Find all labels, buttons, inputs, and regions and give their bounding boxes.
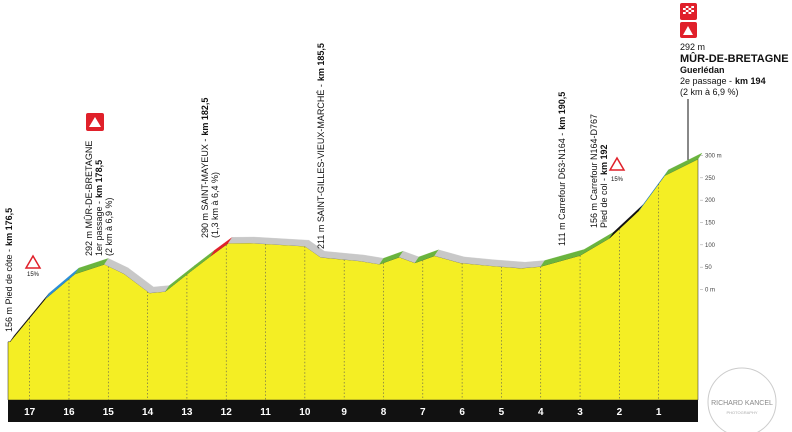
gradient-strip xyxy=(664,152,703,177)
watermark-sub: PHOTOGRAPHY xyxy=(726,410,757,415)
annotation-text: (2 km à 6,9 %) xyxy=(104,197,114,256)
x-tick-label: 15 xyxy=(103,407,115,418)
warning-sign xyxy=(24,254,42,269)
finish-name: MÛR-DE-BRETAGNE xyxy=(680,52,789,65)
x-tick-label: 13 xyxy=(181,407,193,418)
x-tick-label: 9 xyxy=(341,407,347,418)
x-tick-label: 11 xyxy=(260,407,271,418)
y-tick-label: 0 m xyxy=(705,288,715,294)
x-tick-label: 2 xyxy=(617,407,623,418)
annotation-text: 290 m SAINT-MAYEUX - xyxy=(200,139,210,238)
annotation-text: 156 m Carrefour N164-D767 xyxy=(589,114,599,228)
annotation-km: km 178,5 xyxy=(94,160,104,198)
annotation-km: km 176,5 xyxy=(4,208,14,246)
x-tick-label: 14 xyxy=(142,407,154,418)
x-tick-label: 1 xyxy=(656,407,662,418)
finish-flag xyxy=(683,6,694,14)
annotation-text: (1,3 km à 6,4 %) xyxy=(210,172,220,238)
annotation-text: 156 m Pied de côte - xyxy=(4,249,14,332)
annotation: 156 m Carrefour N164-D767 xyxy=(589,114,599,228)
x-tick-label: 3 xyxy=(577,407,583,418)
annotation-km: km 190,5 xyxy=(557,92,567,130)
y-tick-label: 250 xyxy=(705,176,716,182)
annotation: 211 m SAINT-GILLES-VIEUX-MARCHÉ - km 185,… xyxy=(316,43,326,249)
annotation-text: 111 m Carrefour D63-N164 - xyxy=(557,133,567,246)
watermark-name: RICHARD KANCEL xyxy=(711,400,773,407)
finish-checks xyxy=(683,6,694,14)
annotation-text: 211 m SAINT-GILLES-VIEUX-MARCHÉ - xyxy=(316,84,326,249)
climb-icon xyxy=(89,117,101,127)
x-tick-label: 10 xyxy=(299,407,311,418)
finish-passage: 2e passage - km 194 xyxy=(680,76,766,86)
x-tick-label: 4 xyxy=(538,407,544,418)
x-tick-label: 8 xyxy=(381,407,387,418)
annotation: (1,3 km à 6,4 %) xyxy=(210,172,220,238)
finish-town: Guerlédan xyxy=(680,65,725,75)
climb-icon xyxy=(683,26,693,35)
warning-sign xyxy=(608,156,626,171)
y-tick-label: 100 xyxy=(705,243,716,249)
annotation: Pied de col - km 192 xyxy=(599,144,609,228)
km-band xyxy=(8,400,698,422)
annotation: 292 m MÛR-DE-BRETAGNE xyxy=(84,141,94,256)
y-tick-label: 50 xyxy=(705,265,712,271)
y-tick-label: 200 xyxy=(705,198,716,204)
passage-text: 2e passage - xyxy=(680,76,732,86)
x-tick-label: 6 xyxy=(459,407,465,418)
x-tick-label: 7 xyxy=(420,407,426,418)
annotation-km: km 192 xyxy=(599,144,609,175)
annotation-km: km 182,5 xyxy=(200,98,210,136)
gradient-label: 15% xyxy=(27,272,40,278)
annotation-text: 1er passage - xyxy=(94,201,104,256)
x-tick-label: 12 xyxy=(221,407,233,418)
annotation: (2 km à 6,9 %) xyxy=(104,197,114,256)
y-tick-label: 150 xyxy=(705,221,716,227)
annotation-text: 292 m MÛR-DE-BRETAGNE xyxy=(84,141,94,256)
x-tick-label: 16 xyxy=(63,407,75,418)
x-tick-label: 5 xyxy=(499,407,505,418)
x-tick-label: 17 xyxy=(24,407,36,418)
annotation: 1er passage - km 178,5 xyxy=(94,160,104,256)
annotation-text: Pied de col - xyxy=(599,178,609,228)
finish-detail: (2 km à 6,9 %) xyxy=(680,87,739,97)
gradient-label: 15% xyxy=(611,177,624,183)
watermark-ring xyxy=(707,367,777,432)
annotation: 290 m SAINT-MAYEUX - km 182,5 xyxy=(200,98,210,238)
annotation: 111 m Carrefour D63-N164 - km 190,5 xyxy=(557,92,567,246)
annotation: 156 m Pied de côte - km 176,5 xyxy=(4,208,14,332)
gradient-strip xyxy=(227,236,255,244)
y-tick-label: 300 m xyxy=(705,154,722,160)
annotation-km: km 185,5 xyxy=(316,43,326,81)
passage-km: km 194 xyxy=(735,76,766,86)
finish-altitude: 292 m xyxy=(680,42,705,52)
